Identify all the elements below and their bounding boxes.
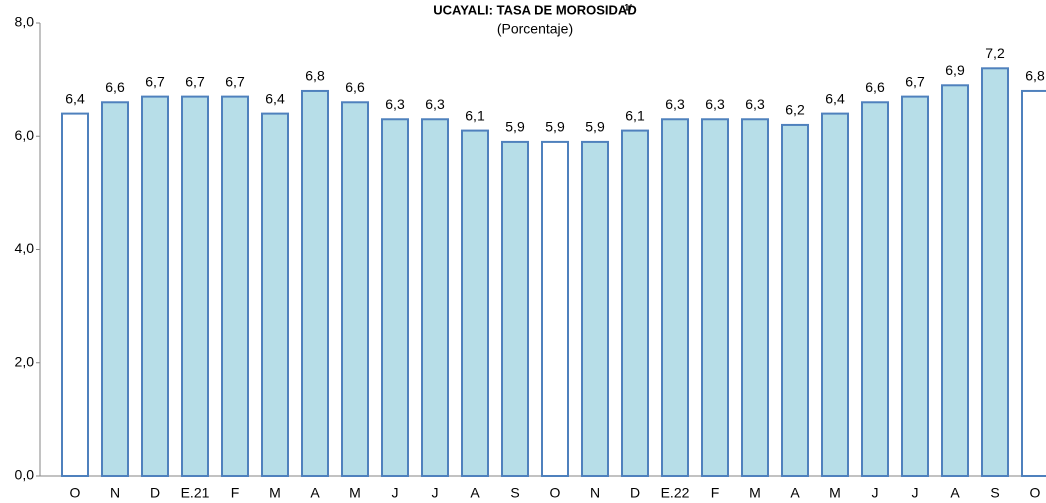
value-label: 5,9 <box>505 119 525 135</box>
bar <box>701 118 729 477</box>
value-label: 6,4 <box>65 90 85 106</box>
bar <box>901 95 929 478</box>
x-tick-label: O <box>1030 485 1041 501</box>
value-label: 6,3 <box>745 96 765 112</box>
value-label: 6,7 <box>185 73 205 89</box>
y-tick-label: 6,0 <box>15 127 35 143</box>
value-label: 5,9 <box>545 119 565 135</box>
value-label: 6,8 <box>305 68 325 84</box>
value-label: 6,1 <box>625 107 645 123</box>
value-label: 6,6 <box>865 79 885 95</box>
value-label: 6,3 <box>665 96 685 112</box>
value-label: 6,4 <box>265 90 285 106</box>
bar <box>221 95 249 478</box>
bar <box>861 101 889 478</box>
x-tick-label: J <box>872 485 879 501</box>
bar <box>981 67 1009 478</box>
bar <box>101 101 129 478</box>
bar <box>141 95 169 478</box>
value-label: 6,7 <box>905 73 925 89</box>
x-tick-label: E.22 <box>661 485 690 501</box>
value-label: 6,7 <box>225 73 245 89</box>
y-tick-label: 2,0 <box>15 353 35 369</box>
x-tick-label: A <box>950 485 960 501</box>
x-tick-label: A <box>790 485 800 501</box>
x-tick-label: A <box>470 485 480 501</box>
bar <box>621 129 649 477</box>
x-tick-label: F <box>231 485 240 501</box>
x-tick-label: M <box>349 485 361 501</box>
title-note: 1/ <box>624 2 632 12</box>
value-label: 6,6 <box>345 79 365 95</box>
value-label: 6,2 <box>785 102 805 118</box>
bar <box>461 129 489 477</box>
x-tick-label: F <box>711 485 720 501</box>
bar <box>301 89 329 477</box>
x-tick-label: O <box>70 485 81 501</box>
x-tick-label: E.21 <box>181 485 210 501</box>
x-tick-label: D <box>150 485 160 501</box>
x-tick-label: J <box>392 485 399 501</box>
chart-subtitle: (Porcentaje) <box>497 21 573 37</box>
x-tick-label: D <box>630 485 640 501</box>
y-tick-label: 0,0 <box>15 467 35 483</box>
bar <box>541 140 569 477</box>
x-tick-label: S <box>510 485 519 501</box>
bar <box>381 118 409 477</box>
value-label: 6,6 <box>105 79 125 95</box>
x-tick-label: S <box>990 485 999 501</box>
value-label: 5,9 <box>585 119 605 135</box>
x-tick-label: M <box>749 485 761 501</box>
chart-title: UCAYALI: TASA DE MOROSIDAD <box>433 2 636 17</box>
bar <box>581 140 609 477</box>
x-tick-label: J <box>432 485 439 501</box>
x-tick-label: N <box>590 485 600 501</box>
value-label: 6,3 <box>425 96 445 112</box>
y-tick-label: 8,0 <box>15 14 35 30</box>
bar <box>781 123 809 478</box>
value-label: 6,3 <box>385 96 405 112</box>
x-tick-label: M <box>269 485 281 501</box>
value-label: 6,9 <box>945 62 965 78</box>
bar <box>741 118 769 477</box>
value-label: 7,2 <box>985 45 1005 61</box>
bar <box>821 112 849 477</box>
value-label: 6,1 <box>465 107 485 123</box>
x-tick-label: O <box>550 485 561 501</box>
bar <box>1021 89 1046 477</box>
x-tick-label: A <box>310 485 320 501</box>
value-label: 6,4 <box>825 90 845 106</box>
bar <box>501 140 529 477</box>
bar <box>941 84 969 477</box>
value-label: 6,8 <box>1025 68 1045 84</box>
bar <box>261 112 289 477</box>
x-tick-label: J <box>912 485 919 501</box>
bar <box>421 118 449 477</box>
x-tick-label: M <box>829 485 841 501</box>
value-label: 6,7 <box>145 73 165 89</box>
x-tick-label: N <box>110 485 120 501</box>
bar <box>181 95 209 478</box>
value-label: 6,3 <box>705 96 725 112</box>
bar <box>341 101 369 478</box>
bar <box>61 112 89 477</box>
bar <box>661 118 689 477</box>
y-tick-label: 4,0 <box>15 240 35 256</box>
